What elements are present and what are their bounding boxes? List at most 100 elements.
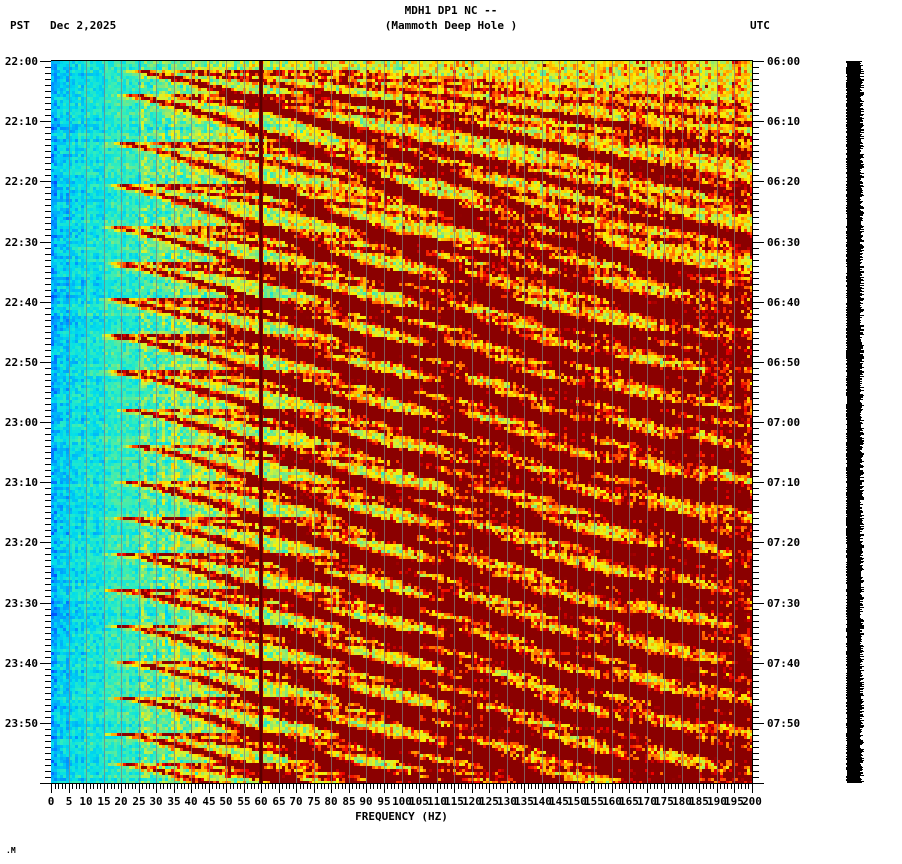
freq-tick-minor bbox=[573, 784, 574, 789]
freq-tick-major bbox=[209, 784, 210, 793]
time-label-left: 23:50 bbox=[4, 717, 38, 730]
freq-tick-minor bbox=[598, 784, 599, 789]
time-tick-minor-right bbox=[753, 470, 759, 471]
freq-tick-minor bbox=[188, 784, 189, 789]
freq-tick-major bbox=[139, 784, 140, 793]
freq-tick-minor bbox=[128, 784, 129, 789]
freq-tick-minor bbox=[310, 784, 311, 789]
freq-tick-major bbox=[524, 784, 525, 793]
time-tick-minor-right bbox=[753, 193, 759, 194]
time-tick-minor-right bbox=[753, 452, 759, 453]
freq-tick-major bbox=[226, 784, 227, 793]
freq-tick-major bbox=[454, 784, 455, 793]
time-tick-minor-left bbox=[45, 109, 51, 110]
freq-tick-minor bbox=[62, 784, 63, 789]
freq-tick-major bbox=[384, 784, 385, 793]
time-tick-minor-right bbox=[753, 578, 759, 579]
time-tick-minor-right bbox=[753, 109, 759, 110]
freq-tick-minor bbox=[146, 784, 147, 789]
time-tick-minor-right bbox=[753, 386, 759, 387]
freq-tick-major bbox=[612, 784, 613, 793]
freq-tick-major bbox=[717, 784, 718, 793]
freq-tick-minor bbox=[216, 784, 217, 789]
freq-tick-minor bbox=[363, 784, 364, 789]
time-tick-minor-left bbox=[45, 139, 51, 140]
freq-tick-minor bbox=[160, 784, 161, 789]
freq-tick-minor bbox=[566, 784, 567, 789]
freq-tick-major bbox=[366, 784, 367, 793]
time-tick-minor-left bbox=[45, 332, 51, 333]
time-tick-minor-left bbox=[45, 777, 51, 778]
time-tick-major-right bbox=[753, 542, 764, 543]
freq-tick-label: 200 bbox=[742, 795, 762, 808]
time-tick-minor-right bbox=[753, 163, 759, 164]
time-tick-minor-left bbox=[45, 428, 51, 429]
freq-tick-major bbox=[279, 784, 280, 793]
freq-tick-major bbox=[191, 784, 192, 793]
freq-tick-minor bbox=[338, 784, 339, 789]
freq-tick-minor bbox=[247, 784, 248, 789]
spectrogram-canvas[interactable] bbox=[51, 61, 752, 783]
spectrogram-plot[interactable] bbox=[51, 61, 752, 783]
freq-tick-minor bbox=[661, 784, 662, 789]
freq-tick-minor bbox=[149, 784, 150, 789]
time-tick-minor-left bbox=[45, 524, 51, 525]
freq-tick-minor bbox=[223, 784, 224, 789]
time-tick-minor-left bbox=[45, 566, 51, 567]
time-tick-minor-right bbox=[753, 609, 759, 610]
freq-tick-minor bbox=[451, 784, 452, 789]
freq-tick-minor bbox=[482, 784, 483, 789]
time-tick-minor-left bbox=[45, 175, 51, 176]
time-tick-minor-left bbox=[45, 187, 51, 188]
time-tick-minor-right bbox=[753, 151, 759, 152]
time-tick-minor-left bbox=[45, 753, 51, 754]
freq-tick-minor bbox=[184, 784, 185, 789]
freq-tick-minor bbox=[394, 784, 395, 789]
recording-date-label: Dec 2,2025 bbox=[50, 19, 117, 32]
time-tick-minor-left bbox=[45, 235, 51, 236]
plot-border-right bbox=[752, 60, 753, 784]
time-tick-major-right bbox=[753, 362, 764, 363]
freq-tick-minor bbox=[713, 784, 714, 789]
time-tick-minor-left bbox=[45, 404, 51, 405]
time-tick-minor-right bbox=[753, 97, 759, 98]
time-tick-minor-left bbox=[45, 260, 51, 261]
freq-tick-minor bbox=[391, 784, 392, 789]
time-tick-minor-left bbox=[45, 458, 51, 459]
time-tick-minor-left bbox=[45, 320, 51, 321]
time-tick-minor-right bbox=[753, 651, 759, 652]
freq-tick-minor bbox=[76, 784, 77, 789]
time-tick-minor-right bbox=[753, 729, 759, 730]
freq-tick-label: 150 bbox=[567, 795, 587, 808]
time-tick-major-right bbox=[753, 422, 764, 423]
time-tick-minor-right bbox=[753, 368, 759, 369]
freq-tick-minor bbox=[678, 784, 679, 789]
time-tick-minor-right bbox=[753, 79, 759, 80]
freq-tick-minor bbox=[65, 784, 66, 789]
time-tick-minor-right bbox=[753, 278, 759, 279]
freq-tick-minor bbox=[118, 784, 119, 789]
time-tick-minor-left bbox=[45, 705, 51, 706]
time-tick-minor-left bbox=[45, 518, 51, 519]
time-tick-minor-right bbox=[753, 621, 759, 622]
time-tick-minor-left bbox=[45, 254, 51, 255]
time-tick-minor-right bbox=[753, 380, 759, 381]
freq-tick-minor bbox=[608, 784, 609, 789]
time-tick-minor-right bbox=[753, 645, 759, 646]
freq-tick-label: 0 bbox=[47, 795, 55, 808]
time-tick-minor-right bbox=[753, 596, 759, 597]
freq-tick-minor bbox=[549, 784, 550, 789]
freq-tick-minor bbox=[433, 784, 434, 789]
freq-tick-minor bbox=[307, 784, 308, 789]
freq-tick-major bbox=[577, 784, 578, 793]
time-tick-minor-right bbox=[753, 428, 759, 429]
time-tick-minor-right bbox=[753, 404, 759, 405]
time-tick-minor-right bbox=[753, 326, 759, 327]
freq-tick-label: 90 bbox=[359, 795, 373, 808]
time-label-right: 06:10 bbox=[767, 115, 801, 128]
freq-tick-minor bbox=[545, 784, 546, 789]
time-tick-minor-left bbox=[45, 91, 51, 92]
freq-tick-minor bbox=[486, 784, 487, 789]
freq-tick-major bbox=[419, 784, 420, 793]
time-tick-minor-left bbox=[45, 771, 51, 772]
